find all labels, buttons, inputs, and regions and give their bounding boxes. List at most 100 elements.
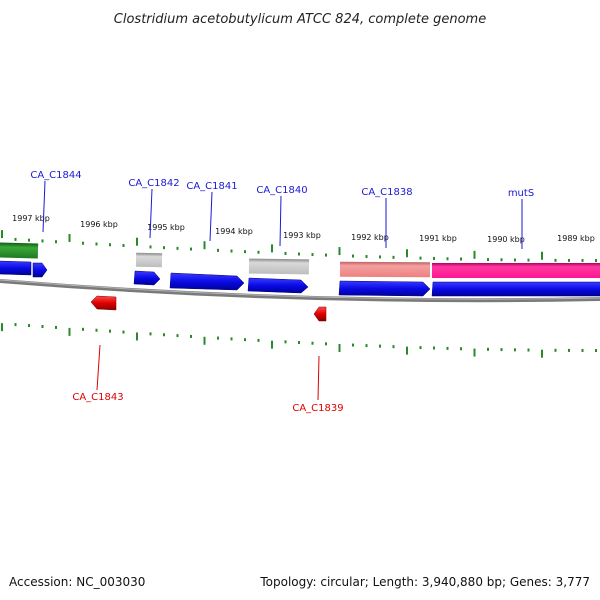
major-tick <box>1 230 3 239</box>
minor-tick <box>230 249 233 253</box>
minor-tick <box>487 258 489 262</box>
gene-bar-gray[interactable] <box>248 258 310 275</box>
gene-arrow-forward[interactable] <box>247 277 309 294</box>
minor-tick <box>379 344 381 348</box>
accession-label: Accession: NC_003030 <box>9 575 145 589</box>
reverse-strand-genes <box>90 295 327 322</box>
minor-tick <box>82 327 84 331</box>
gene-bar-gray[interactable] <box>135 252 163 268</box>
minor-tick <box>514 348 516 352</box>
kbp-label: 1992 kbp <box>351 233 389 242</box>
callout-line <box>96 344 101 391</box>
forward-gene-callouts: CA_C1844 CA_C1842 CA_C1841 CA_C1840 CA_C… <box>30 170 534 249</box>
minor-tick <box>568 348 570 352</box>
major-tick <box>338 247 341 256</box>
kbp-label: 1997 kbp <box>12 214 50 223</box>
minor-tick <box>82 241 84 245</box>
minor-tick <box>311 341 314 345</box>
kbp-label: 1990 kbp <box>487 235 525 244</box>
gene-bar-pink[interactable] <box>339 261 431 278</box>
minor-tick <box>217 248 219 252</box>
kbp-label: 1993 kbp <box>283 231 321 240</box>
minor-tick <box>581 348 584 352</box>
gene-arrow-forward[interactable] <box>431 281 600 297</box>
minor-tick <box>446 257 449 261</box>
gene-label-forward[interactable]: CA_C1842 <box>128 178 179 189</box>
minor-tick <box>122 243 125 247</box>
minor-tick <box>176 246 179 250</box>
minor-tick <box>433 256 435 260</box>
gene-label-forward[interactable]: CA_C1838 <box>361 187 412 198</box>
minor-tick <box>365 344 368 348</box>
minor-tick <box>95 328 98 332</box>
minor-tick <box>230 337 233 341</box>
gene-arrow-forward[interactable] <box>338 280 431 297</box>
minor-tick <box>352 343 354 347</box>
minor-tick <box>392 255 395 259</box>
gene-arrow-forward[interactable] <box>133 270 161 286</box>
gene-arrow-forward[interactable] <box>169 272 245 291</box>
gene-arrow-reverse[interactable] <box>313 306 327 322</box>
gene-bar-magenta[interactable] <box>432 263 600 278</box>
kbp-label: 1996 kbp <box>80 220 118 229</box>
gene-arrow-forward[interactable] <box>0 260 32 276</box>
minor-tick <box>14 323 17 327</box>
minor-tick <box>217 336 219 340</box>
major-tick <box>203 336 206 345</box>
minor-tick <box>325 342 327 346</box>
minor-tick <box>554 258 557 262</box>
minor-tick <box>41 239 44 243</box>
minor-tick <box>149 245 152 249</box>
minor-tick <box>163 246 165 250</box>
major-tick <box>136 332 138 341</box>
gene-label-reverse[interactable]: CA_C1839 <box>292 403 343 414</box>
major-tick <box>406 346 408 355</box>
major-tick <box>1 323 3 332</box>
minor-tick <box>41 324 44 328</box>
minor-tick <box>325 253 327 257</box>
kbp-labels: 1997 kbp 1996 kbp 1995 kbp 1994 kbp 1993… <box>12 214 595 244</box>
minor-tick <box>176 334 179 338</box>
gene-label-forward[interactable]: CA_C1840 <box>256 185 307 196</box>
minor-tick <box>109 243 111 247</box>
minor-tick <box>379 255 381 259</box>
minor-tick <box>95 242 98 246</box>
forward-strand-genes <box>0 260 600 297</box>
minor-tick <box>109 329 111 333</box>
major-tick <box>136 237 138 246</box>
gene-label-forward[interactable]: mutS <box>508 188 534 199</box>
gene-label-forward[interactable]: CA_C1841 <box>186 181 237 192</box>
kbp-label: 1995 kbp <box>147 223 185 232</box>
genome-backbone <box>0 279 600 303</box>
minor-tick <box>365 255 368 259</box>
major-tick <box>68 233 71 242</box>
gene-arrow-forward[interactable] <box>32 262 48 278</box>
gene-label-forward[interactable]: CA_C1844 <box>30 170 81 181</box>
minor-tick <box>257 250 260 254</box>
reverse-gene-callouts: CA_C1843 CA_C1839 <box>72 344 344 414</box>
minor-tick <box>433 346 435 350</box>
major-tick <box>473 348 476 357</box>
kbp-label: 1989 kbp <box>557 234 595 243</box>
major-tick <box>68 327 71 336</box>
minor-tick <box>190 334 192 338</box>
minor-tick <box>55 240 57 244</box>
minor-tick <box>527 348 530 352</box>
minor-tick <box>352 254 354 258</box>
gene-arrow-reverse[interactable] <box>90 295 117 311</box>
kbp-label: 1991 kbp <box>419 234 457 243</box>
minor-tick <box>14 237 17 241</box>
gene-bar-green[interactable] <box>0 242 39 259</box>
gene-label-reverse[interactable]: CA_C1843 <box>72 392 123 403</box>
genome-backbone-highlight <box>0 279 600 300</box>
ruler-upper <box>1 230 597 262</box>
minor-tick <box>244 250 246 254</box>
major-tick <box>406 249 408 258</box>
minor-tick <box>298 341 300 345</box>
minor-tick <box>514 258 516 262</box>
minor-tick <box>55 325 57 329</box>
minor-tick <box>487 347 489 351</box>
minor-tick <box>500 348 503 352</box>
callout-line <box>279 195 282 247</box>
